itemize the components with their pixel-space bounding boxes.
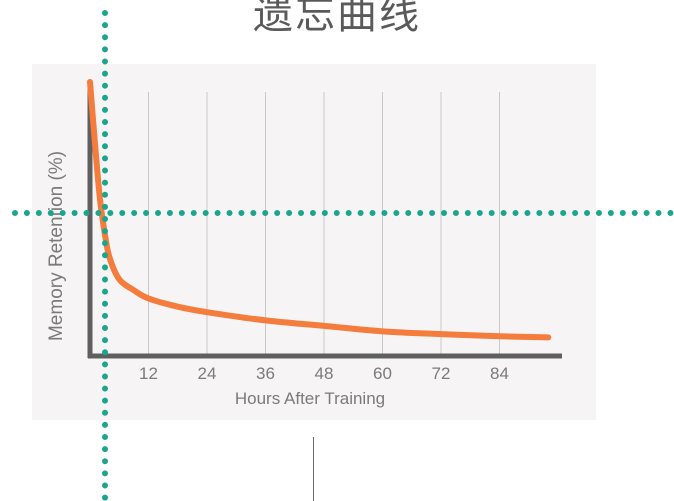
x-tick-label-48: 48 (315, 364, 334, 383)
x-tick-labels: 12 24 36 48 60 72 84 (139, 364, 509, 383)
vertical-guide-line (102, 10, 108, 501)
grid-lines (148, 92, 500, 356)
text-cursor-line (313, 437, 314, 501)
x-tick-label-36: 36 (256, 364, 275, 383)
y-axis-label: Memory Retention (%) (46, 151, 67, 341)
page-title: 遗忘曲线 (253, 0, 421, 38)
horizontal-guide-line (12, 210, 674, 216)
x-tick-label-84: 84 (490, 364, 509, 383)
x-tick-label-24: 24 (198, 364, 217, 383)
x-tick-label-60: 60 (373, 364, 392, 383)
x-tick-label-12: 12 (139, 364, 158, 383)
forgetting-curve-chart: 12 24 36 48 60 72 84 Hours After Training Memo… (46, 79, 562, 408)
x-axis-label: Hours After Training (235, 389, 385, 408)
axes (87, 82, 562, 359)
x-tick-label-72: 72 (432, 364, 451, 383)
chart-panel: 12 24 36 48 60 72 84 Hours After Training Memo… (32, 64, 596, 420)
